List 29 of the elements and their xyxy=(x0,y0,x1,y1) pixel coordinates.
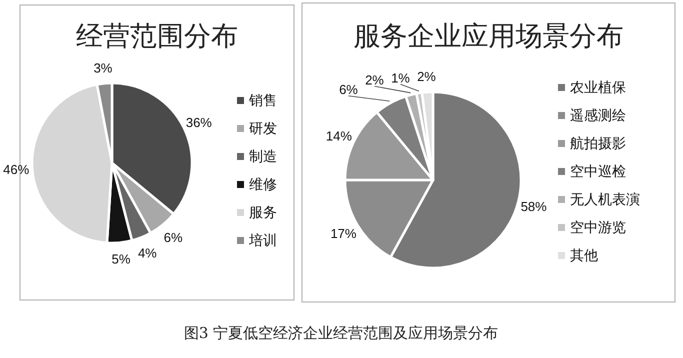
caption: 图3 宁夏低空经济企业经营范围及应用场景分布 xyxy=(184,324,498,342)
legend-label: 培训 xyxy=(248,232,277,248)
legend-label: 空中巡检 xyxy=(570,163,626,179)
data-label: 17% xyxy=(330,226,357,241)
legend-label: 销售 xyxy=(248,92,277,108)
legend-label: 制造 xyxy=(249,148,277,164)
data-label: 5% xyxy=(112,252,131,267)
legend-label: 无人机表演 xyxy=(570,191,640,207)
data-label: 46% xyxy=(3,162,30,178)
legend-label: 其他 xyxy=(570,247,598,263)
data-label: 6% xyxy=(339,82,358,97)
legend-label: 研发 xyxy=(249,120,277,136)
data-label: 4% xyxy=(138,245,158,260)
data-label: 1% xyxy=(391,70,410,86)
legend-label: 航拍摄影 xyxy=(570,135,626,151)
data-label: 58% xyxy=(520,198,548,214)
chart-title: 经营范围分布 xyxy=(76,21,238,51)
data-label: 2% xyxy=(365,72,384,88)
data-label: 14% xyxy=(326,128,352,144)
data-label: 6% xyxy=(164,230,184,245)
legend-label: 遥感测绘 xyxy=(570,107,626,123)
legend-label: 维修 xyxy=(249,176,277,192)
legend-label: 空中游览 xyxy=(570,219,626,235)
data-label: 3% xyxy=(94,60,113,76)
data-label: 36% xyxy=(186,115,212,130)
chart-title: 服务企业应用场景分布 xyxy=(354,21,624,51)
legend-label: 服务 xyxy=(249,204,277,220)
legend-label: 农业植保 xyxy=(570,79,626,95)
data-label: 2% xyxy=(417,69,436,84)
